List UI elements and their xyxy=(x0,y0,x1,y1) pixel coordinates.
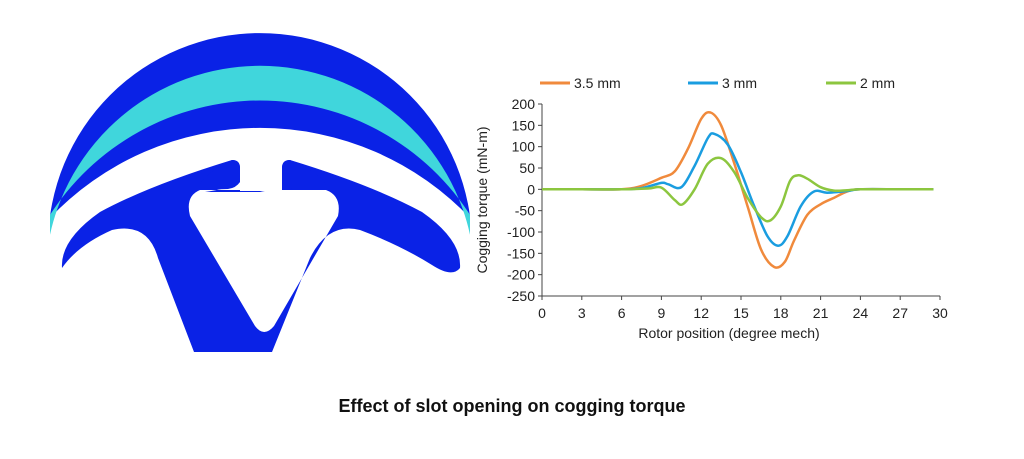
y-tick-label: 50 xyxy=(519,160,535,176)
legend-label: 3.5 mm xyxy=(574,75,621,91)
magnet-band xyxy=(50,65,470,235)
slot-opening-lip xyxy=(199,160,327,190)
plot-area xyxy=(541,110,934,269)
legend-label: 3 mm xyxy=(722,75,757,91)
legend-label: 2 mm xyxy=(860,75,895,91)
stator-ring xyxy=(50,33,470,218)
x-tick-label: 21 xyxy=(813,305,829,321)
slot-opening xyxy=(240,155,282,191)
x-tick-label: 30 xyxy=(932,305,948,321)
stator-tooth xyxy=(61,160,461,352)
x-tick-label: 18 xyxy=(773,305,789,321)
legend: 3.5 mm 3 mm 2 mm xyxy=(540,75,895,91)
y-tick-label: -200 xyxy=(507,267,535,283)
y-tick-label: 100 xyxy=(512,139,536,155)
x-tick-label: 6 xyxy=(618,305,626,321)
x-tick-label: 24 xyxy=(853,305,869,321)
y-tick-label: -50 xyxy=(515,203,535,219)
series-line-0 xyxy=(541,110,934,269)
cogging-torque-chart: 3.5 mm 3 mm 2 mm 200150100500-50-100-150-2… xyxy=(474,75,948,341)
x-tick-label: 0 xyxy=(538,305,546,321)
x-tick-label: 15 xyxy=(733,305,749,321)
x-axis-title: Rotor position (degree mech) xyxy=(638,325,819,341)
motor-cross-section xyxy=(50,33,470,352)
y-tick-label: 150 xyxy=(512,117,536,133)
y-tick-label: -250 xyxy=(507,288,535,304)
y-tick-label: 200 xyxy=(512,96,536,112)
x-tick-label: 27 xyxy=(892,305,908,321)
y-axis-title: Cogging torque (mN-m) xyxy=(474,126,490,273)
x-tick-label: 3 xyxy=(578,305,586,321)
series-line-2 xyxy=(541,156,934,223)
x-tick-label: 12 xyxy=(693,305,709,321)
x-tick-label: 9 xyxy=(658,305,666,321)
y-tick-label: 0 xyxy=(527,181,535,197)
series-line-1 xyxy=(541,132,934,247)
figure-caption: Effect of slot opening on cogging torque xyxy=(338,396,686,416)
y-tick-label: -100 xyxy=(507,224,535,240)
y-tick-label: -150 xyxy=(507,245,535,261)
